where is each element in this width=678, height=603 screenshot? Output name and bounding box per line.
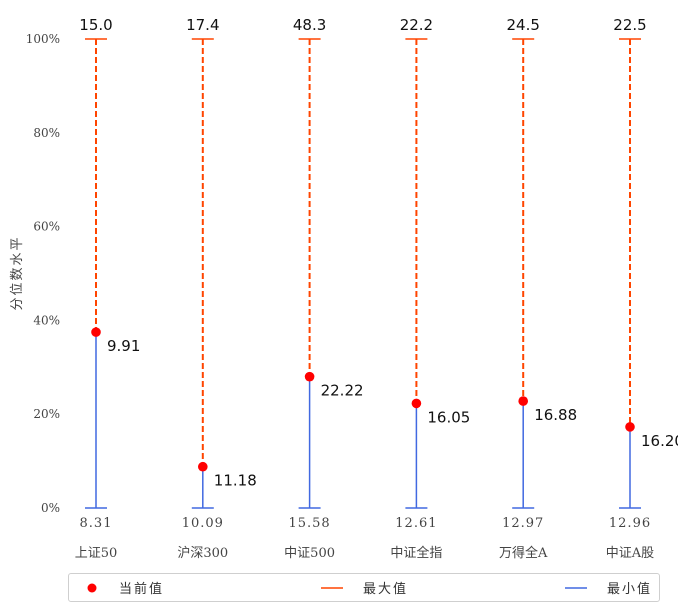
max-value-label: 48.3 — [293, 16, 326, 34]
legend-label-current: 当前值 — [119, 582, 165, 597]
category-label: 沪深300 — [177, 545, 228, 561]
current-point — [518, 396, 528, 406]
category-label: 万得全A — [499, 545, 548, 561]
category-label: 中证500 — [284, 546, 335, 561]
current-point — [91, 327, 101, 337]
category-label: 上证50 — [75, 546, 118, 561]
y-tick-label: 100% — [26, 32, 60, 46]
current-value-label: 16.88 — [534, 406, 577, 424]
current-point — [625, 422, 635, 432]
y-tick-label: 80% — [33, 126, 60, 140]
min-value-label: 12.61 — [395, 516, 437, 531]
y-tick-label: 20% — [33, 407, 60, 421]
min-value-label: 10.09 — [182, 516, 224, 531]
min-value-label: 12.96 — [609, 516, 651, 531]
legend-item-current: 当前值 — [85, 574, 164, 601]
y-tick-label: 60% — [33, 220, 60, 234]
category-label: 中证全指 — [390, 545, 442, 561]
min-value-label: 15.58 — [288, 516, 330, 531]
current-value-label: 9.91 — [107, 337, 140, 355]
current-point — [304, 371, 315, 382]
current-value-label: 11.18 — [214, 472, 257, 490]
legend-label-min: 最小值 — [607, 582, 653, 597]
current-point — [411, 398, 422, 409]
legend-label-max: 最大值 — [363, 582, 409, 597]
legend-marker-min — [565, 586, 587, 589]
y-axis-label: 分位数水平 — [10, 235, 25, 310]
y-tick-label: 0% — [41, 501, 60, 515]
legend-marker-current — [87, 583, 97, 592]
y-tick-label: 40% — [33, 313, 60, 327]
max-value-label: 22.5 — [613, 16, 646, 34]
legend-item-max: 最大值 — [321, 574, 408, 601]
legend: 当前值 最大值 最小值 — [68, 573, 660, 602]
current-value-label: 16.20 — [641, 432, 678, 450]
max-value-label: 17.4 — [186, 16, 219, 34]
current-point — [198, 461, 208, 472]
chart-marks: 15.0 9.91 8.31 上证50 17.4 11.18 10.09 沪深300 48.3 2… — [75, 16, 678, 561]
category-label: 中证A股 — [606, 546, 654, 561]
max-value-label: 15.0 — [79, 16, 112, 34]
current-value-label: 16.05 — [427, 408, 470, 426]
y-axis-ticks: 0% 20% 40% 60% 80% 100% — [26, 32, 60, 515]
max-value-label: 24.5 — [506, 16, 539, 34]
legend-marker-max — [321, 586, 343, 589]
max-value-label: 22.2 — [400, 16, 433, 34]
min-value-label: 12.97 — [502, 516, 544, 531]
legend-item-min: 最小值 — [565, 574, 652, 601]
percentile-chart: 分位数水平 0% 20% 40% 60% 80% 100% 15.0 9.91 8.31 上证5… — [10, 16, 678, 561]
min-value-label: 8.31 — [80, 516, 113, 531]
current-value-label: 22.22 — [321, 382, 364, 400]
